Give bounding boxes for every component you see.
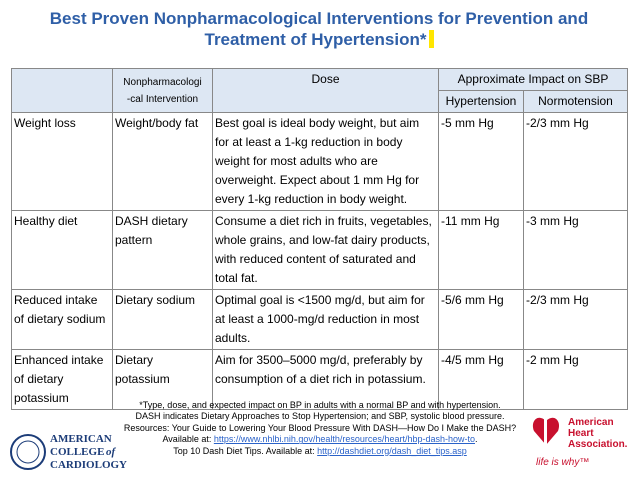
table-cell: -2 mm Hg xyxy=(523,349,628,410)
header-cell: Dose xyxy=(212,68,439,113)
table-cell: Aim for 3500–5000 mg/d, preferably by co… xyxy=(212,349,439,410)
footnote-text: Available at: xyxy=(162,434,214,445)
table-row: Reduced intake of dietary sodium Dietary … xyxy=(11,289,628,350)
header-cell: Nonpharmacologi -cal Intervention xyxy=(112,68,213,113)
footnote-text: Resources: Your Guide to Lowering Your B… xyxy=(123,422,517,433)
title-line: Treatment of Hypertension* xyxy=(204,30,427,49)
interventions-table: Nonpharmacologi -cal Intervention Dose Ap… xyxy=(11,68,628,410)
table-cell: -3 mm Hg xyxy=(523,210,628,290)
header-cell xyxy=(11,68,113,113)
table-cell: Weight loss xyxy=(11,112,113,211)
acc-text: COLLEGE xyxy=(50,446,104,458)
table-cell: DASH dietary pattern xyxy=(112,210,213,290)
text-cursor xyxy=(428,30,434,48)
aha-text: American xyxy=(568,417,614,428)
table-cell: -11 mm Hg xyxy=(438,210,524,290)
footnote-line: Available at: https://www.nhlbi.nih.gov/… xyxy=(60,434,580,445)
aha-torch xyxy=(544,417,547,447)
footnote-text: DASH indicates Dietary Approaches to Sto… xyxy=(135,411,505,422)
footnote-link[interactable]: https://www.nhlbi.nih.gov/health/resourc… xyxy=(213,434,475,445)
header-text: Nonpharmacologi xyxy=(123,76,202,88)
footnote-line: Top 10 Dash Diet Tips. Available at: htt… xyxy=(60,446,580,457)
table-cell: Dietary sodium xyxy=(112,289,213,350)
footnote-line: *Type, dose, and expected impact on BP i… xyxy=(60,400,580,411)
table-cell: Healthy diet xyxy=(11,210,113,290)
table-cell: -2/3 mm Hg xyxy=(523,112,628,211)
header-cell: Hypertension xyxy=(438,90,524,113)
table-cell: -4/5 mm Hg xyxy=(438,349,524,410)
table-cell: Reduced intake of dietary sodium xyxy=(11,289,113,350)
table-cell: Best goal is ideal body weight, but aim … xyxy=(212,112,439,211)
aha-text: Heart xyxy=(568,428,594,439)
footnote-line: Resources: Your Guide to Lowering Your B… xyxy=(60,423,580,434)
footnote-text: Top 10 Dash Diet Tips. Available at: xyxy=(173,445,318,456)
footnote-text: *Type, dose, and expected impact on BP i… xyxy=(139,400,501,410)
footnote-link[interactable]: http://dashdiet.org/dash_diet_tips.asp xyxy=(317,445,467,456)
acc-logo: AMERICAN COLLEGE of CARDIOLOGY xyxy=(10,433,127,471)
header-text: -cal Intervention xyxy=(126,93,199,105)
footnote-text: . xyxy=(475,434,478,445)
table-row: Enhanced intake of dietary potassium Diet… xyxy=(11,349,628,410)
aha-tagline: life is why™ xyxy=(536,457,589,468)
aha-logo: American Heart Association. life is why™ xyxy=(532,417,628,468)
table-row: Weight loss Weight/body fat Best goal is i… xyxy=(11,112,628,211)
acc-text: CARDIOLOGY xyxy=(50,459,127,471)
header-cell: Approximate Impact on SBP xyxy=(438,68,628,91)
table-cell: -2/3 mm Hg xyxy=(523,289,628,350)
table-cell: Enhanced intake of dietary potassium xyxy=(11,349,113,410)
title-line: Best Proven Nonpharmacological Intervent… xyxy=(49,9,589,28)
table-row: Healthy diet DASH dietary pattern Consume … xyxy=(11,210,628,290)
footnotes: *Type, dose, and expected impact on BP i… xyxy=(60,400,580,457)
acc-text: AMERICAN xyxy=(50,433,112,445)
slide-title: Best Proven Nonpharmacological Intervent… xyxy=(0,8,638,50)
header-cell: Normotension xyxy=(523,90,628,113)
acc-seal xyxy=(10,434,46,470)
acc-text: of xyxy=(106,446,117,458)
table-cell: -5/6 mm Hg xyxy=(438,289,524,350)
table-cell: Dietary potassium xyxy=(112,349,213,410)
table-cell: Weight/body fat xyxy=(112,112,213,211)
table-cell: Consume a diet rich in fruits, vegetable… xyxy=(212,210,439,290)
acc-seal xyxy=(16,440,40,464)
table-cell: Optimal goal is <1500 mg/d, but aim for … xyxy=(212,289,439,350)
table-cell: -5 mm Hg xyxy=(438,112,524,211)
footnote-line: DASH indicates Dietary Approaches to Sto… xyxy=(60,411,580,422)
aha-text: Association. xyxy=(568,439,628,450)
